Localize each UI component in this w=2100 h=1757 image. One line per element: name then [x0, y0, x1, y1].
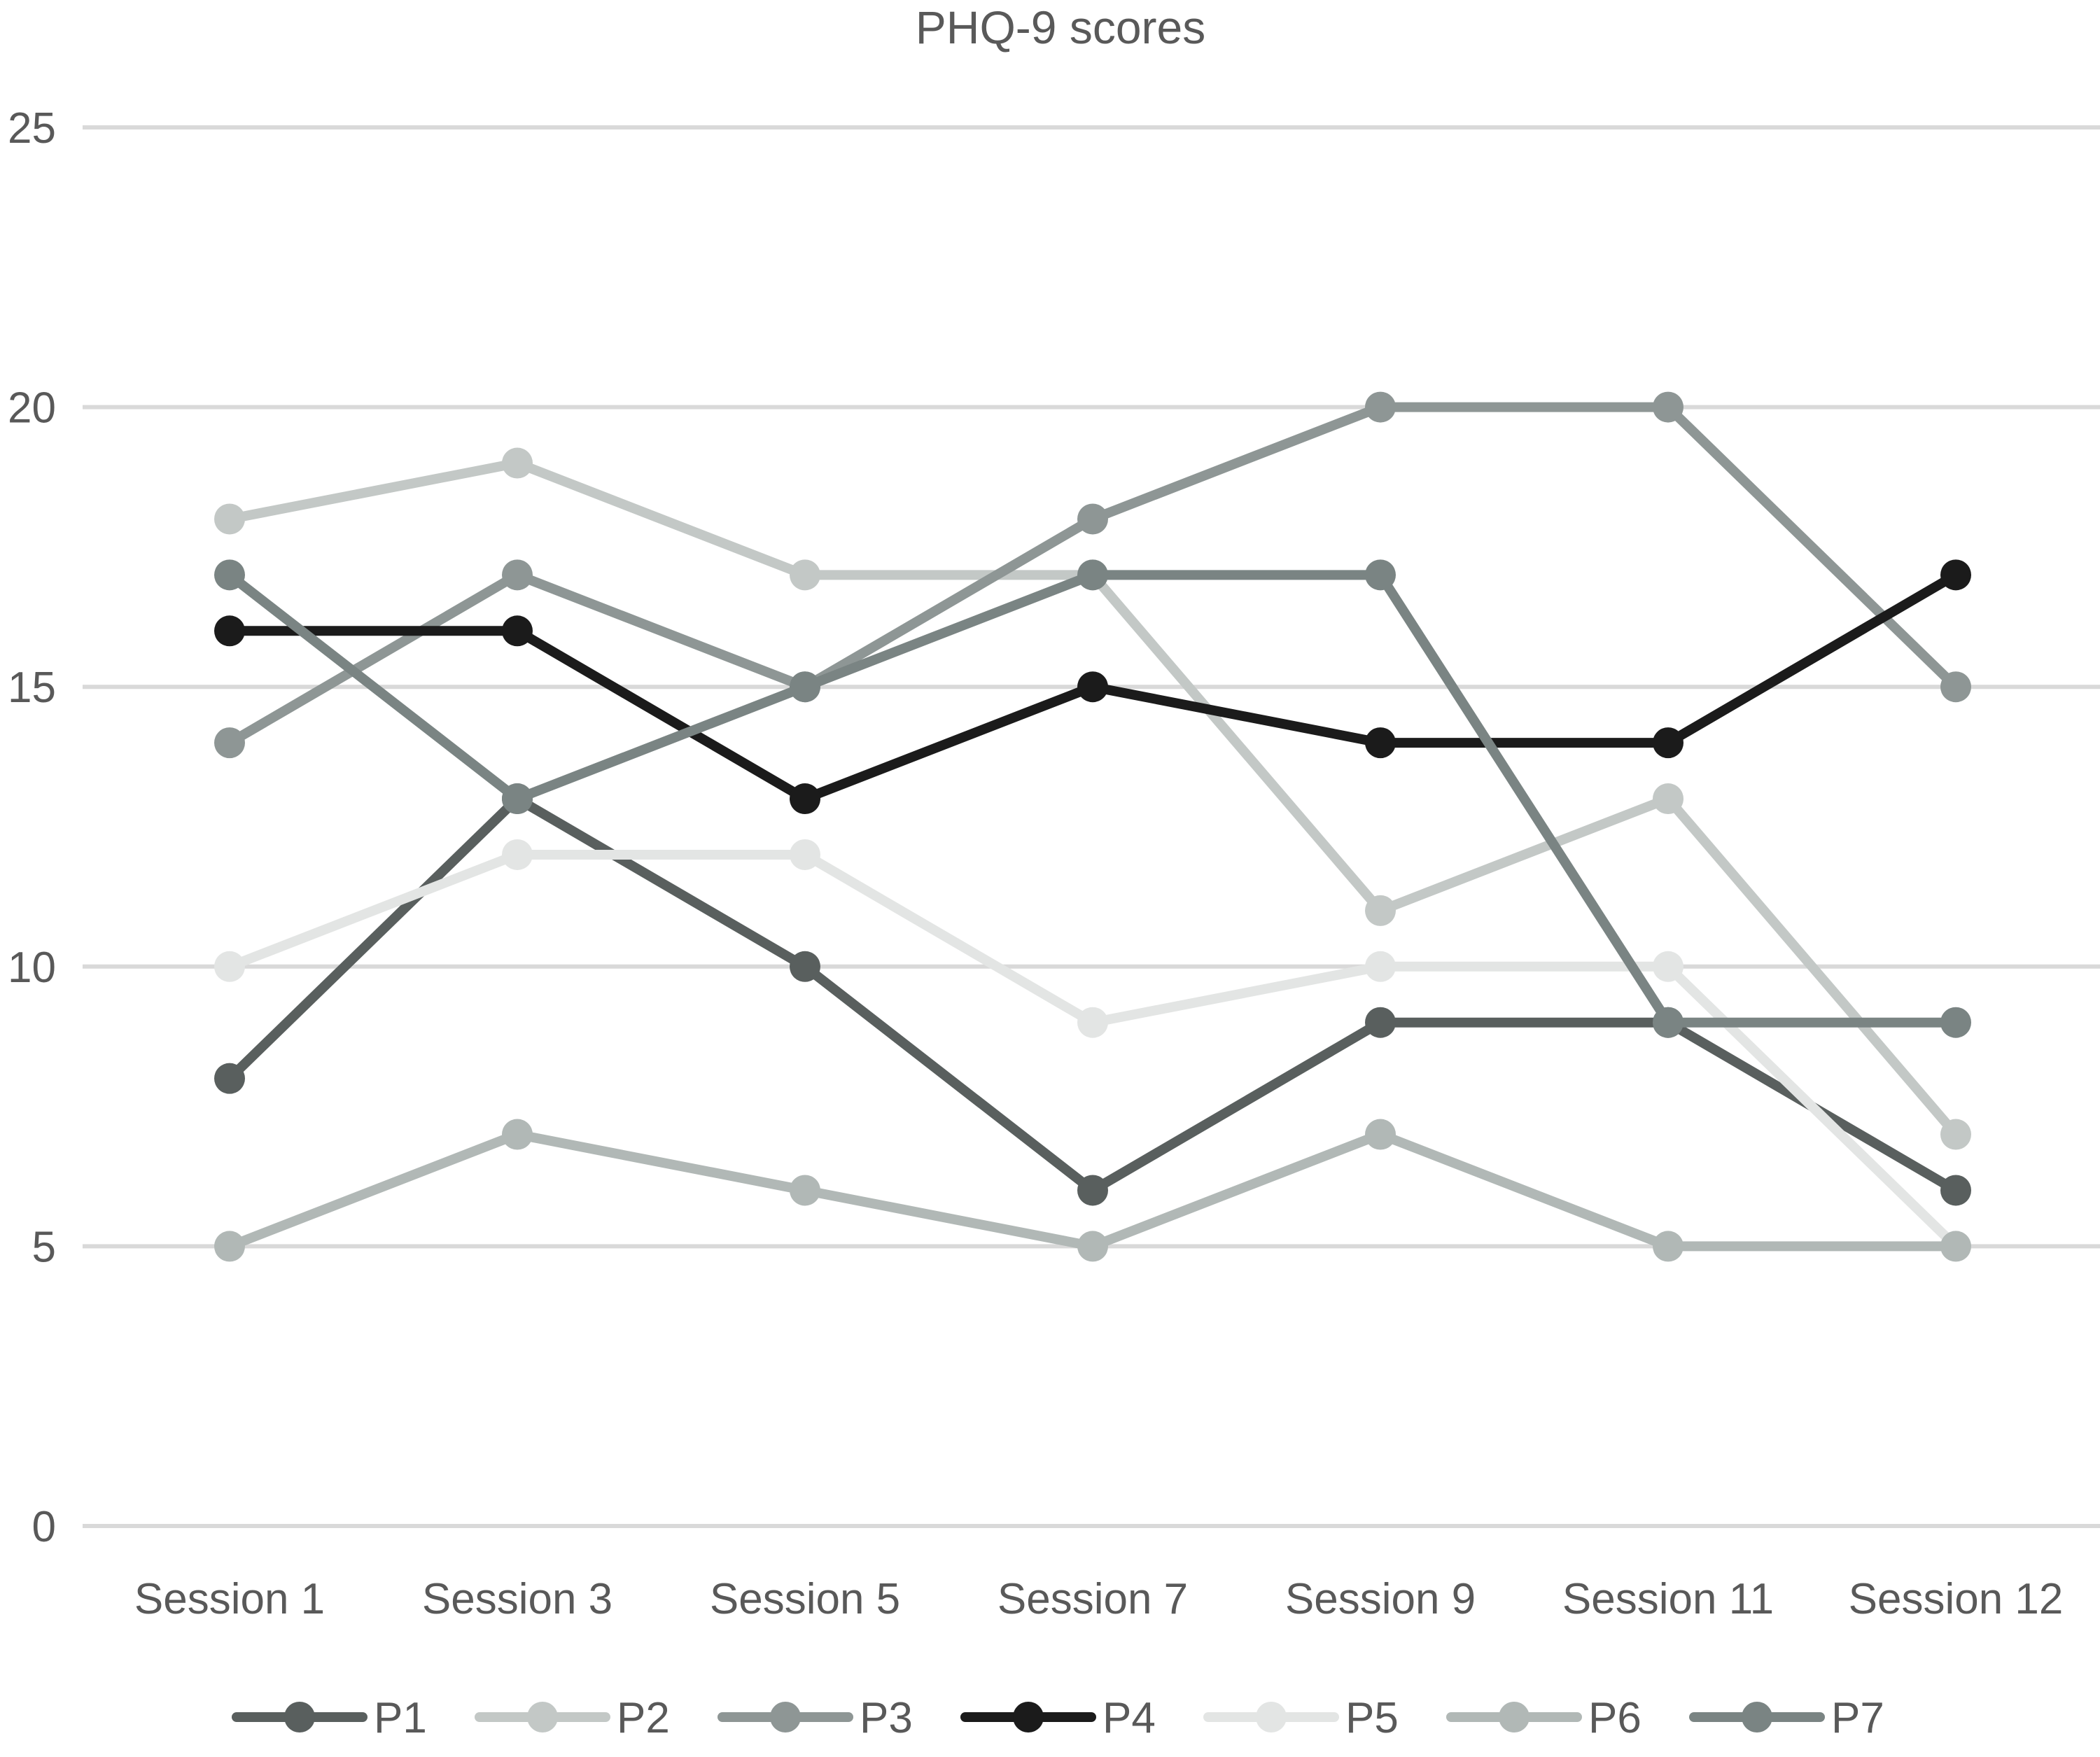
legend-item-p5: P5: [1203, 1694, 1399, 1742]
y-axis-ticks: 0 5 10 15 20 25: [8, 104, 56, 1551]
legend-label: P5: [1345, 1694, 1399, 1742]
series-line: [225, 570, 1961, 1028]
x-tick-label: Session 3: [422, 1575, 612, 1623]
data-point: [790, 951, 820, 982]
data-point: [1653, 951, 1684, 982]
data-point: [790, 1175, 820, 1206]
data-point: [502, 615, 533, 647]
data-point: [1653, 783, 1684, 815]
data-point: [502, 783, 533, 815]
data-point: [214, 1231, 245, 1262]
legend-item-p6: P6: [1446, 1694, 1642, 1742]
data-point: [214, 503, 245, 535]
data-point: [1077, 1175, 1108, 1206]
legend: P1 P2 P3 P4 P5 P6 P7: [232, 1694, 1884, 1742]
data-point: [1940, 1119, 1971, 1150]
y-tick-label: 20: [8, 384, 56, 433]
data-point: [1077, 671, 1108, 703]
data-point: [502, 447, 533, 479]
y-tick-label: 15: [8, 664, 56, 712]
x-tick-label: Session 11: [1562, 1575, 1774, 1623]
data-point: [1653, 1007, 1684, 1038]
x-tick-label: Session 1: [134, 1575, 325, 1623]
legend-item-p2: P2: [475, 1694, 670, 1742]
legend-item-p1: P1: [232, 1694, 427, 1742]
data-point: [1940, 1231, 1971, 1262]
data-point: [790, 783, 820, 815]
x-tick-label: Session 12: [1849, 1575, 2064, 1623]
data-point: [1940, 1175, 1971, 1206]
series-group: [214, 391, 1971, 1262]
y-tick-label: 25: [8, 104, 56, 153]
x-tick-label: Session 5: [710, 1575, 900, 1623]
legend-label: P1: [374, 1694, 427, 1742]
data-point: [1940, 1007, 1971, 1038]
legend-label: P4: [1102, 1694, 1156, 1742]
data-point: [1940, 671, 1971, 703]
data-point: [214, 615, 245, 647]
data-point: [1077, 1231, 1108, 1262]
data-point: [1365, 895, 1396, 926]
legend-swatch-marker: [1499, 1702, 1530, 1732]
data-point: [502, 839, 533, 870]
legend-item-p3: P3: [718, 1694, 913, 1742]
legend-swatch-marker: [1013, 1702, 1044, 1732]
data-point: [1365, 391, 1396, 423]
data-point: [214, 559, 245, 591]
data-point: [790, 559, 820, 591]
data-point: [502, 559, 533, 591]
data-point: [1940, 559, 1971, 591]
series-p4: [214, 559, 1971, 815]
legend-swatch-marker: [527, 1702, 558, 1732]
legend-swatch-marker: [1742, 1702, 1772, 1732]
data-point: [790, 671, 820, 703]
legend-item-p7: P7: [1689, 1694, 1884, 1742]
legend-swatch-marker: [284, 1702, 315, 1732]
data-point: [1365, 727, 1396, 759]
data-point: [214, 727, 245, 759]
grid: [83, 125, 2100, 1528]
data-point: [1077, 1007, 1108, 1038]
data-point: [1653, 1231, 1684, 1262]
chart-title: PHQ-9 scores: [916, 1, 1205, 53]
y-tick-label: 5: [32, 1223, 56, 1271]
legend-swatch-marker: [770, 1702, 801, 1732]
legend-label: P6: [1588, 1694, 1642, 1742]
data-point: [214, 951, 245, 982]
data-point: [1653, 391, 1684, 423]
data-point: [1077, 503, 1108, 535]
series-p7: [214, 559, 1971, 1038]
data-point: [790, 839, 820, 870]
legend-label: P7: [1831, 1694, 1884, 1742]
x-tick-label: Session 7: [997, 1575, 1188, 1623]
data-point: [1077, 559, 1108, 591]
x-axis-ticks: Session 1 Session 3 Session 5 Session 7 Sess…: [134, 1575, 2064, 1623]
data-point: [1365, 1119, 1396, 1150]
y-tick-label: 10: [8, 944, 56, 992]
series-p6: [214, 1119, 1971, 1262]
legend-label: P2: [617, 1694, 670, 1742]
data-point: [502, 1119, 533, 1150]
x-tick-label: Session 9: [1285, 1575, 1476, 1623]
legend-label: P3: [860, 1694, 913, 1742]
legend-item-p4: P4: [960, 1694, 1156, 1742]
y-tick-label: 0: [32, 1503, 56, 1551]
data-point: [1365, 1007, 1396, 1038]
data-point: [1365, 559, 1396, 591]
legend-swatch-marker: [1256, 1702, 1287, 1732]
data-point: [214, 1063, 245, 1094]
data-point: [1653, 727, 1684, 759]
data-point: [1365, 951, 1396, 982]
